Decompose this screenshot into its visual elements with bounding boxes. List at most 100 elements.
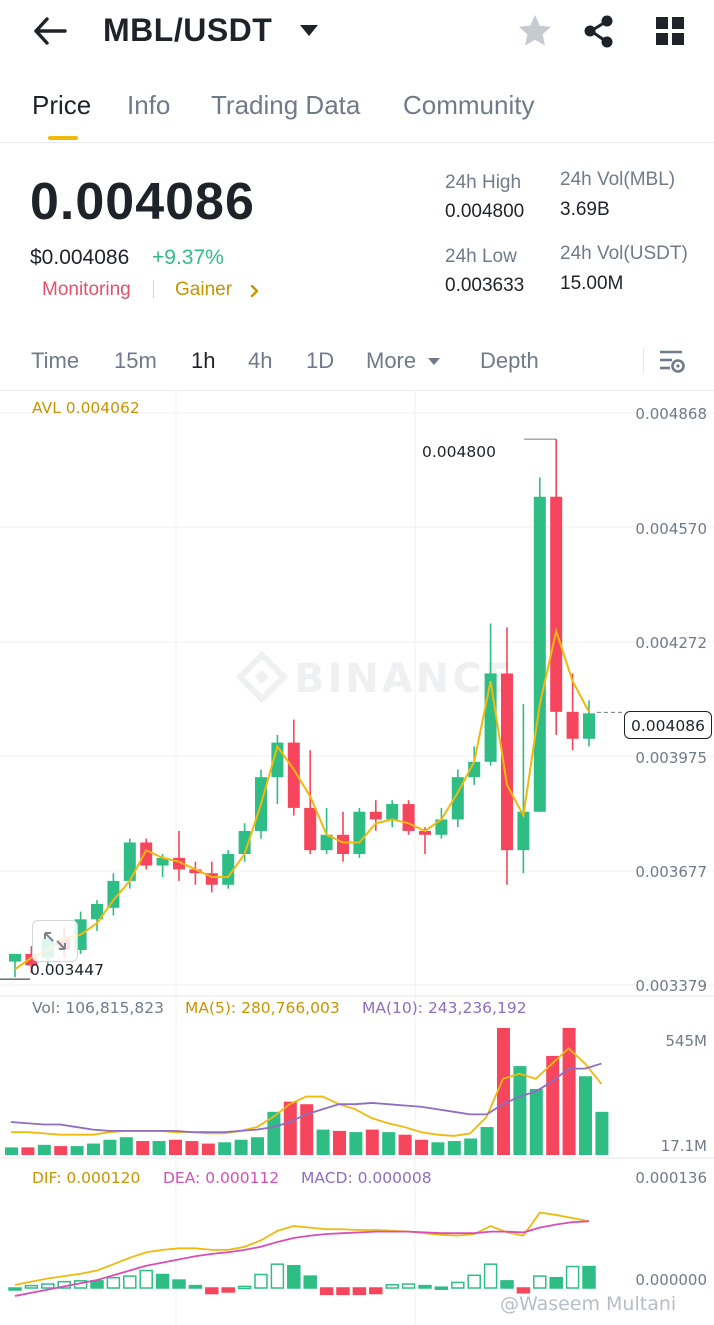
candle	[9, 953, 21, 977]
candle	[189, 861, 202, 885]
tab-community[interactable]: Community	[403, 90, 535, 120]
macd-bar	[106, 1276, 121, 1289]
grid-menu-icon[interactable]	[652, 12, 688, 48]
last-price: 0.004086	[30, 173, 255, 231]
candle	[320, 807, 333, 855]
y-tick-1: 0.004868	[635, 405, 707, 423]
macd-bar	[369, 1287, 383, 1295]
tab-price[interactable]: Price	[32, 90, 92, 120]
candle	[353, 807, 366, 858]
timeframe-4h[interactable]: 4h	[248, 348, 273, 373]
volume-bar	[316, 1129, 330, 1155]
volume-bar	[218, 1142, 232, 1155]
candle-body	[238, 830, 251, 855]
volume-ma5-label: MA(5): 280,766,003	[185, 999, 340, 1017]
macd-bar	[533, 1275, 547, 1289]
volume-bar	[251, 1137, 264, 1155]
y-tick-2: 0.004570	[635, 520, 707, 538]
macd-bar	[123, 1275, 137, 1289]
tab-info[interactable]: Info	[127, 90, 171, 120]
candle-body	[205, 873, 218, 885]
chevron-right-icon[interactable]	[248, 283, 262, 299]
candle	[583, 700, 595, 747]
macd-bar	[385, 1284, 399, 1289]
macd-bar	[352, 1287, 367, 1296]
macd-bar	[483, 1263, 498, 1289]
back-arrow-icon[interactable]	[30, 14, 70, 48]
binance-watermark: BINANCE	[235, 650, 512, 704]
timeframe-more[interactable]: More	[366, 348, 417, 373]
tab-trading-data[interactable]: Trading Data	[211, 90, 361, 120]
y-tick-3: 0.004272	[635, 634, 707, 652]
volume-bar	[415, 1139, 428, 1155]
macd-bar	[434, 1286, 449, 1290]
pair-title[interactable]: MBL/USDT	[103, 12, 273, 48]
timeframe-15m[interactable]: 15m	[114, 348, 157, 373]
last-price-marker: 0.004086	[624, 711, 712, 739]
candle	[435, 807, 448, 839]
volume-bar	[464, 1138, 478, 1155]
volume-bar	[529, 1088, 543, 1155]
vol-quote-label: 24h Vol(USDT)	[560, 243, 688, 264]
candle-body	[550, 496, 563, 712]
candle	[140, 838, 153, 870]
macd-bar	[303, 1275, 317, 1289]
volume-label: Vol: 106,815,823	[32, 999, 164, 1017]
timeframe-depth[interactable]: Depth	[480, 348, 539, 373]
volume-bar	[70, 1146, 84, 1155]
candle	[501, 627, 513, 885]
volume-bar	[201, 1143, 215, 1155]
favorite-star-icon[interactable]	[516, 12, 554, 50]
credit-watermark: @Waseem Multani	[500, 1293, 677, 1315]
monitoring-tag[interactable]: Monitoring	[42, 279, 131, 300]
timeframe-time[interactable]: Time	[31, 348, 80, 373]
high-value: 0.004800	[445, 201, 525, 222]
volume-bar	[152, 1141, 166, 1155]
more-dropdown-icon[interactable]	[426, 355, 442, 367]
binance-logo-icon	[235, 650, 289, 704]
macd-bar	[467, 1274, 481, 1289]
gainer-tag[interactable]: Gainer	[175, 279, 233, 300]
volume-bar	[234, 1139, 248, 1155]
timeframe-1h[interactable]: 1h	[191, 348, 216, 373]
timeframe-1d[interactable]: 1D	[306, 348, 335, 373]
volume-bar	[5, 1147, 18, 1155]
volume-bar	[21, 1147, 35, 1155]
chart-settings-icon[interactable]	[656, 346, 688, 376]
macd-bar	[549, 1276, 563, 1289]
volume-bar	[103, 1139, 117, 1155]
candle-body	[402, 804, 415, 831]
macd-bar	[8, 1287, 22, 1291]
macd-bar	[139, 1269, 153, 1289]
share-icon[interactable]	[580, 12, 618, 50]
vol-base-value: 3.69B	[560, 199, 610, 220]
candle-body	[369, 811, 382, 820]
candle-body	[189, 869, 202, 874]
pair-dropdown-icon[interactable]	[297, 22, 321, 40]
expand-chart-icon[interactable]	[32, 920, 78, 962]
volume-bar	[333, 1130, 346, 1155]
price-chart[interactable]: BINANCE	[0, 391, 714, 1325]
macd-dif-line	[14, 1211, 590, 1286]
volume-ma10-label: MA(10): 243,236,192	[362, 999, 527, 1017]
candle-body	[419, 830, 431, 835]
macd-dea-label: DEA: 0.000112	[163, 1169, 280, 1187]
macd-bar	[418, 1284, 432, 1289]
candle-body	[386, 804, 399, 820]
macd-y-zero: 0.000000	[635, 1271, 707, 1289]
macd-bar	[205, 1287, 219, 1295]
macd-bar	[451, 1281, 465, 1289]
macd-bar	[90, 1280, 104, 1289]
candle-body	[320, 834, 333, 851]
macd-bar	[287, 1265, 301, 1289]
volume-bar	[87, 1143, 100, 1155]
price-change-percent: +9.37%	[152, 246, 224, 269]
volume-bar	[349, 1132, 363, 1155]
tag-separator	[153, 280, 154, 298]
candle	[304, 750, 317, 855]
volume-y-bottom: 17.1M	[660, 1137, 707, 1155]
price-ma-line	[14, 627, 590, 971]
candle	[222, 850, 235, 889]
volume-bar	[447, 1141, 461, 1155]
candle	[173, 830, 185, 881]
